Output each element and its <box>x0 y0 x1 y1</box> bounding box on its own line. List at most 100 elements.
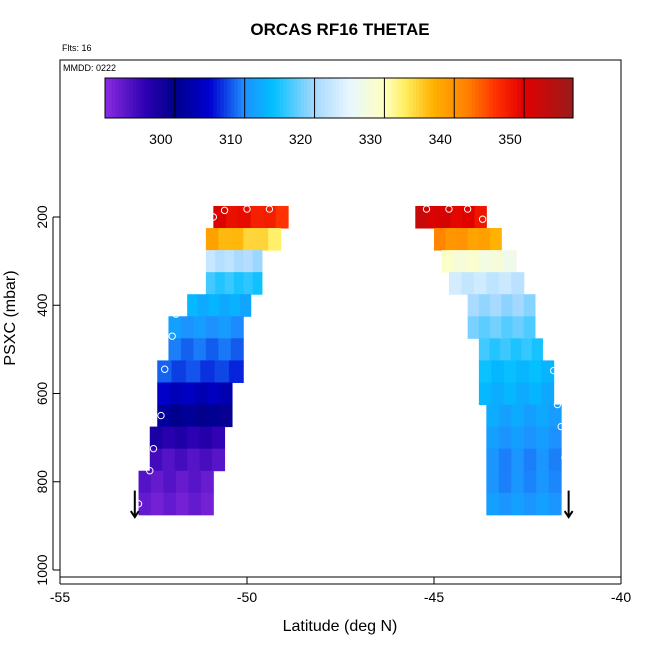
colorbar-segment <box>279 78 284 118</box>
thetae-cell <box>218 294 231 317</box>
sample-marker <box>157 411 165 420</box>
thetae-cells <box>138 205 562 516</box>
colorbar-tick-label: 350 <box>498 131 522 147</box>
colorbar-segment <box>234 78 239 118</box>
thetae-cell <box>212 426 226 450</box>
plot-frame <box>59 59 622 578</box>
colorbar-segment <box>178 78 183 118</box>
colorbar-segment <box>195 78 200 118</box>
colorbar-segment <box>363 78 368 118</box>
colorbar-tick-label: 320 <box>289 131 313 147</box>
colorbar-segment <box>370 78 375 118</box>
thetae-cell <box>207 404 221 428</box>
colorbar-segment <box>318 78 323 118</box>
thetae-cell <box>523 448 537 472</box>
thetae-cell <box>478 228 491 251</box>
colorbar-segment <box>314 78 319 118</box>
thetae-cell <box>490 294 502 317</box>
thetae-cell <box>467 228 480 251</box>
thetae-cell <box>486 448 500 472</box>
sample-markers <box>134 205 569 508</box>
colorbar-segment <box>394 78 399 118</box>
thetae-cell <box>478 338 490 361</box>
thetae-cell <box>541 360 555 383</box>
colorbar-segment <box>230 78 235 118</box>
thetae-cell <box>138 492 152 516</box>
thetae-cell <box>466 250 480 273</box>
thetae-cell <box>171 360 187 383</box>
colorbar-segment <box>293 78 298 118</box>
colorbar-segment <box>251 78 256 118</box>
thetae-cell <box>501 316 514 339</box>
colorbar-segment <box>220 78 225 118</box>
thetae-cell <box>536 492 550 516</box>
thetae-cell <box>193 316 207 339</box>
thetae-cell <box>445 228 457 251</box>
thetae-cell <box>157 360 173 383</box>
thetae-cell <box>243 250 254 273</box>
thetae-cell <box>456 228 469 251</box>
thetae-cell <box>498 404 512 428</box>
x-axis-label: Latitude (deg N) <box>283 618 398 635</box>
thetae-cell <box>511 426 525 450</box>
y-tick-label: 1000 <box>34 554 50 585</box>
colorbar-segment <box>566 78 571 118</box>
colorbar-segment <box>503 78 508 118</box>
thetae-cell <box>151 492 164 516</box>
thetae-cell <box>491 360 505 383</box>
colorbar-segment <box>311 78 316 118</box>
thetae-cell <box>205 228 219 251</box>
direction-arrows <box>129 490 574 519</box>
thetae-cell <box>490 228 502 251</box>
thetae-cell <box>200 360 216 383</box>
thetae-cell <box>510 338 522 361</box>
colorbar-segment <box>356 78 361 118</box>
sample-marker <box>549 366 558 375</box>
colorbar: 300 310 320 330 340 350 <box>104 77 574 147</box>
colorbar-segment <box>450 78 455 118</box>
thetae-cell <box>536 404 550 428</box>
x-tick-label: -45 <box>424 589 444 605</box>
thetae-cell <box>491 250 505 273</box>
colorbar-segment <box>377 78 382 118</box>
colorbar-segment <box>188 78 193 118</box>
thetae-cell <box>138 470 152 494</box>
thetae-cell <box>197 294 209 317</box>
colorbar-segment <box>276 78 281 118</box>
colorbar-segment <box>478 78 483 118</box>
thetae-cell <box>162 448 176 472</box>
thetae-cell <box>453 250 467 273</box>
colorbar-segment <box>262 78 267 118</box>
colorbar-segment <box>552 78 557 118</box>
colorbar-segment <box>304 78 309 118</box>
colorbar-segment <box>339 78 344 118</box>
colorbar-segment <box>160 78 165 118</box>
thetae-cell <box>501 294 514 317</box>
thetae-cell <box>207 382 221 406</box>
thetae-cell <box>498 426 512 450</box>
thetae-cell <box>523 426 537 450</box>
colorbar-segment <box>531 78 536 118</box>
sample-marker <box>149 444 158 453</box>
x-tick-label: -40 <box>611 589 631 605</box>
thetae-cell <box>180 338 194 361</box>
thetae-cell <box>233 272 244 295</box>
colorbar-segment <box>384 78 389 118</box>
thetae-cell <box>188 492 202 516</box>
colorbar-segment <box>248 78 253 118</box>
thetae-cell <box>448 272 462 295</box>
thetae-cell <box>230 228 244 251</box>
colorbar-segment <box>202 78 207 118</box>
colorbar-segment <box>265 78 270 118</box>
colorbar-segment <box>167 78 172 118</box>
thetae-cell <box>467 316 480 339</box>
thetae-cell <box>215 250 226 273</box>
thetae-cell <box>205 272 216 295</box>
thetae-cell <box>478 294 491 317</box>
thetae-cell <box>516 382 530 406</box>
thetae-cell <box>151 470 164 494</box>
x-tick-label: -55 <box>50 589 70 605</box>
sample-marker <box>561 453 569 462</box>
sample-marker <box>265 205 274 213</box>
colorbar-segment <box>359 78 365 118</box>
